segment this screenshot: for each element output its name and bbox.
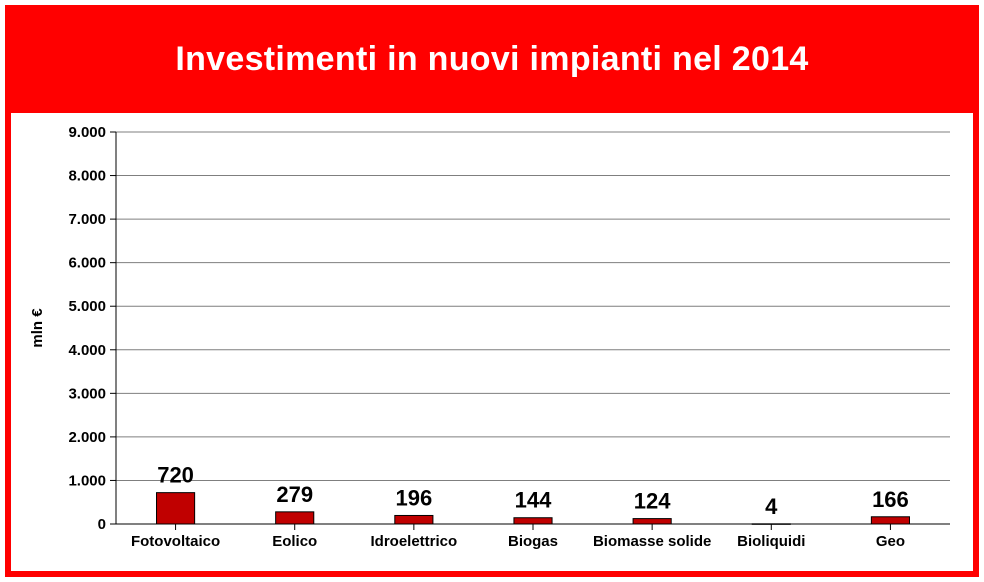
bar bbox=[633, 519, 671, 524]
svg-text:mln €: mln € bbox=[29, 308, 46, 348]
svg-text:Biogas: Biogas bbox=[508, 533, 558, 550]
bar-chart: 0 1.000 2.000 3.000 4.000 5.000 6.000 7.000 8.00… bbox=[24, 120, 960, 562]
svg-text:0: 0 bbox=[98, 516, 106, 533]
bar bbox=[276, 512, 314, 524]
svg-text:124: 124 bbox=[634, 489, 671, 514]
chart-title: Investimenti in nuovi impianti nel 2014 bbox=[175, 40, 808, 79]
svg-text:9.000: 9.000 bbox=[68, 124, 106, 141]
bar bbox=[514, 518, 552, 524]
bar bbox=[871, 517, 909, 524]
svg-text:Biomasse solide: Biomasse solide bbox=[593, 533, 711, 550]
svg-text:4: 4 bbox=[765, 494, 778, 519]
svg-text:Fotovoltaico: Fotovoltaico bbox=[131, 533, 220, 550]
svg-text:6.000: 6.000 bbox=[68, 255, 106, 272]
bar bbox=[395, 515, 433, 524]
title-bar: Investimenti in nuovi impianti nel 2014 bbox=[5, 5, 979, 113]
svg-text:7.000: 7.000 bbox=[68, 211, 106, 228]
bar bbox=[752, 524, 790, 525]
svg-text:Eolico: Eolico bbox=[272, 533, 317, 550]
svg-text:166: 166 bbox=[872, 487, 909, 512]
bar bbox=[157, 493, 195, 524]
svg-text:279: 279 bbox=[276, 482, 313, 507]
svg-text:Idroelettrico: Idroelettrico bbox=[371, 533, 458, 550]
svg-text:4.000: 4.000 bbox=[68, 342, 106, 359]
svg-text:196: 196 bbox=[395, 485, 432, 510]
chart-area: 0 1.000 2.000 3.000 4.000 5.000 6.000 7.000 8.00… bbox=[24, 120, 960, 562]
svg-text:Bioliquidi: Bioliquidi bbox=[737, 533, 805, 550]
svg-text:8.000: 8.000 bbox=[68, 168, 106, 185]
svg-text:3.000: 3.000 bbox=[68, 385, 106, 402]
svg-text:Geo: Geo bbox=[876, 533, 905, 550]
svg-text:2.000: 2.000 bbox=[68, 429, 106, 446]
svg-text:144: 144 bbox=[515, 488, 552, 513]
svg-text:5.000: 5.000 bbox=[68, 298, 106, 315]
svg-text:1.000: 1.000 bbox=[68, 472, 106, 489]
chart-frame: Investimenti in nuovi impianti nel 2014 … bbox=[0, 0, 984, 582]
svg-text:720: 720 bbox=[157, 463, 194, 488]
